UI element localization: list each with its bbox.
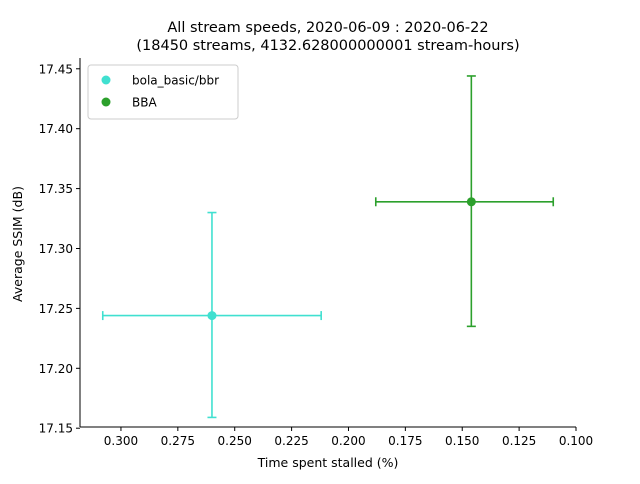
legend-box — [87, 64, 239, 120]
series-1-group — [374, 75, 555, 328]
series-0-group — [101, 211, 322, 419]
y-tick-label: 17.20 — [39, 362, 73, 376]
x-axis-label: Time spent stalled (%) — [257, 455, 399, 470]
y-tick-label: 17.25 — [39, 302, 73, 316]
legend-marker — [101, 75, 111, 85]
x-tick-label: 0.300 — [104, 434, 138, 448]
axes: 0.300 0.275 0.250 0.225 0.200 0.175 0.150 0.125… — [39, 58, 593, 448]
legend-marker — [101, 97, 111, 107]
chart-title: All stream speeds, 2020-06-09 : 2020-06-… — [167, 20, 488, 36]
y-axis-label: Average SSIM (dB) — [10, 186, 25, 302]
y-tick-label: 17.15 — [39, 422, 73, 436]
x-tick-label: 0.200 — [331, 434, 365, 448]
x-tick-label: 0.150 — [445, 434, 479, 448]
data-marks — [101, 75, 555, 419]
data-point — [207, 311, 217, 321]
chart-subtitle: (18450 streams, 4132.628000000001 stream… — [136, 38, 519, 54]
legend: bola_basic/bbr BBA — [87, 64, 239, 120]
x-tick-label: 0.100 — [559, 434, 593, 448]
y-tick-label: 17.30 — [39, 242, 73, 256]
x-tick-label: 0.175 — [388, 434, 422, 448]
x-tick-label: 0.225 — [274, 434, 308, 448]
x-tick-label: 0.250 — [218, 434, 252, 448]
x-tick-label: 0.275 — [161, 434, 195, 448]
y-tick-label: 17.35 — [39, 182, 73, 196]
y-tick-label: 17.45 — [39, 62, 73, 76]
x-tick-label: 0.125 — [502, 434, 536, 448]
legend-label: bola_basic/bbr — [132, 74, 219, 88]
legend-label: BBA — [132, 96, 157, 110]
data-point — [466, 197, 476, 207]
y-tick-label: 17.40 — [39, 122, 73, 136]
